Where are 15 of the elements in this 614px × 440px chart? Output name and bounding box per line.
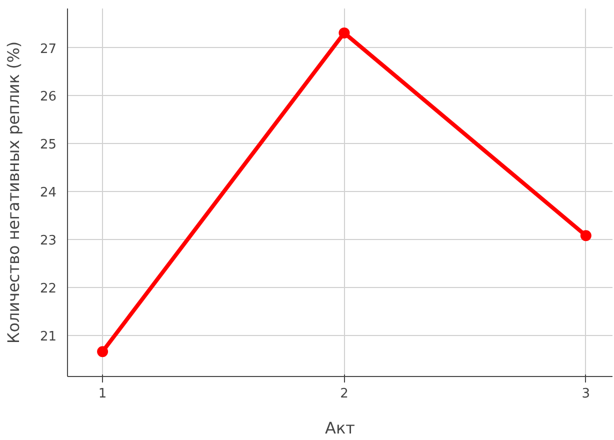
point [338, 27, 350, 38]
y-axis-title: Количество негативных реплик (%) [4, 41, 23, 344]
y-tick-label: 24 [40, 186, 57, 201]
x-tick-label: 3 [582, 386, 590, 402]
point [580, 230, 592, 242]
y-tick-label: 23 [40, 233, 57, 248]
x-tick-label: 1 [98, 386, 107, 402]
point [97, 346, 108, 358]
x-axis-title: Акт [325, 418, 355, 438]
y-tick-label: 22 [40, 281, 57, 296]
y-tick-label: 27 [40, 42, 57, 57]
y-tick-label: 21 [40, 329, 57, 344]
y-tick-label: 25 [40, 138, 57, 153]
x-tick-label: 2 [340, 386, 348, 402]
y-tick-label: 26 [40, 90, 57, 105]
